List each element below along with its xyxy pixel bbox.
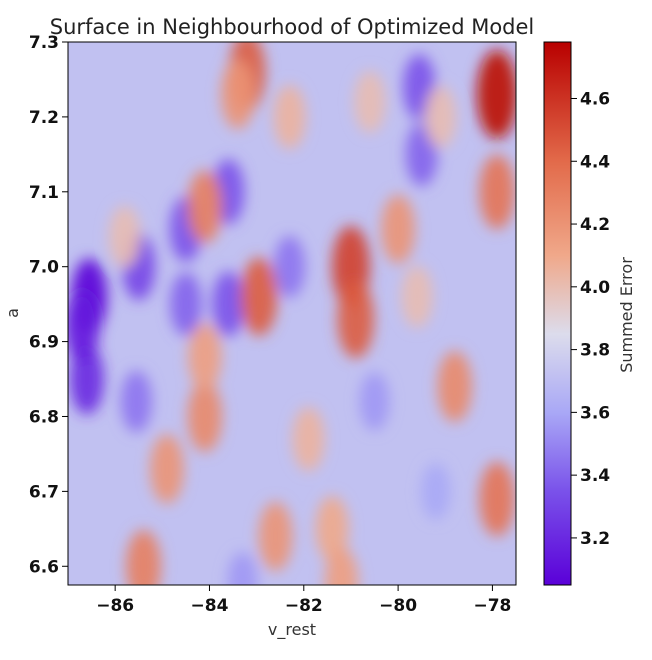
heatmap-cell-6 <box>170 272 202 336</box>
heatmap-cell-28 <box>401 265 433 328</box>
heatmap-cell-8 <box>212 271 245 337</box>
colorbar-tick-label: 4.6 <box>580 89 610 109</box>
x-axis: −86 −84 −82 −80 −78 <box>96 585 511 616</box>
x-tick-label: −82 <box>285 596 323 616</box>
heatmap-cell-16 <box>337 280 375 359</box>
heatmap-cell-17 <box>476 49 516 139</box>
x-tick-label: −80 <box>379 596 417 616</box>
y-tick-label: 6.7 <box>29 482 59 502</box>
heatmap-cell-2 <box>68 290 100 363</box>
heatmap-cell-20 <box>187 381 222 452</box>
heatmap-cell-4 <box>120 370 152 433</box>
heatmap-cell-31 <box>273 85 306 149</box>
x-tick-label: −78 <box>473 596 511 616</box>
colorbar-tick-label: 4.2 <box>580 215 610 235</box>
colorbar-tick-label: 3.4 <box>580 466 610 486</box>
y-axis-label: a <box>3 308 22 318</box>
colorbar-bar <box>543 41 572 586</box>
heatmap-cell-14 <box>240 257 278 336</box>
plot-area <box>67 41 517 586</box>
heatmap-cells <box>68 42 516 585</box>
colorbar-label: Summed Error <box>617 257 636 373</box>
x-tick-label: −84 <box>191 596 229 616</box>
y-tick-label: 7.1 <box>29 183 59 203</box>
y-tick-label: 6.6 <box>29 557 59 577</box>
heatmap-cell-24 <box>258 501 293 571</box>
heatmap-cell-35 <box>324 547 359 585</box>
heatmap-cell-9 <box>274 235 306 298</box>
heatmap-blobs <box>68 42 516 585</box>
colorbar-tick-label: 4.0 <box>580 278 610 298</box>
chart-title: Surface in Neighbourhood of Optimized Mo… <box>50 15 535 39</box>
heatmap-cell-34 <box>108 205 141 268</box>
heatmap-cell-29 <box>437 351 472 422</box>
y-tick-label: 7.0 <box>29 258 59 278</box>
y-tick-label: 7.2 <box>29 108 59 128</box>
y-tick-label: 6.9 <box>29 333 59 353</box>
colorbar-tick-label: 3.8 <box>580 341 610 361</box>
heatmap-cell-27 <box>381 194 415 264</box>
heatmap-cell-19 <box>187 170 223 244</box>
colorbar: 3.2 3.4 3.6 3.8 4.0 4.2 4.4 4.6 Summed Error <box>543 41 636 586</box>
x-axis-label: v_rest <box>268 620 316 640</box>
heatmap-cell-13 <box>220 59 255 129</box>
heatmap-cell-25 <box>315 496 349 562</box>
heatmap-cell-30 <box>479 461 515 537</box>
heatmap-cell-23 <box>150 434 184 504</box>
y-tick-label: 7.3 <box>29 33 59 53</box>
colorbar-tick-label: 3.2 <box>580 529 610 549</box>
heatmap-cell-37 <box>421 463 451 520</box>
heatmap-cell-38 <box>227 552 258 585</box>
heatmap-cell-18 <box>479 154 515 230</box>
colorbar-tick-label: 3.6 <box>580 403 610 423</box>
colorbar-ticks: 3.2 3.4 3.6 3.8 4.0 4.2 4.4 4.6 <box>571 89 610 549</box>
heatmap-cell-32 <box>354 70 386 133</box>
x-tick-label: −86 <box>96 596 134 616</box>
heatmap-cell-33 <box>424 85 457 148</box>
colorbar-tick-label: 4.4 <box>580 152 610 172</box>
y-tick-label: 6.8 <box>29 407 59 427</box>
heatmap-cell-26 <box>292 407 325 471</box>
heatmap-cell-36 <box>359 372 390 431</box>
heatmap-cell-22 <box>126 529 161 585</box>
plot-frame <box>67 41 517 586</box>
heatmap-cell-21 <box>188 322 222 391</box>
y-axis: 6.6 6.7 6.8 6.9 7.0 7.1 7.2 7.3 <box>29 33 68 577</box>
